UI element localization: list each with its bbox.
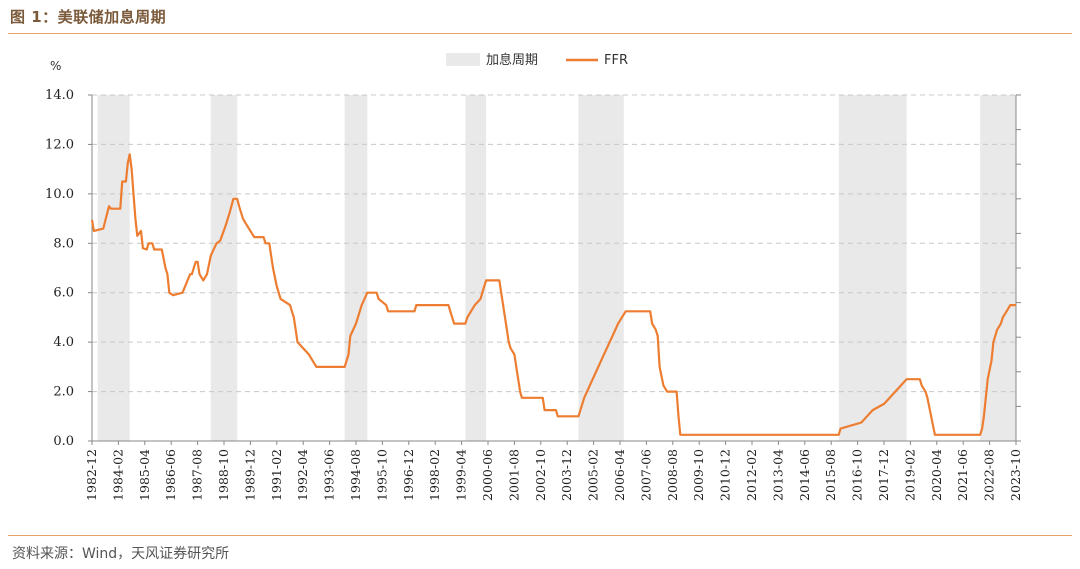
x-tick-label: 2016-10 xyxy=(850,449,865,501)
x-tick-label: 2002-10 xyxy=(533,449,548,501)
x-tick-label: 2003-12 xyxy=(559,449,574,501)
legend-label-rate-hike: 加息周期 xyxy=(486,52,538,68)
x-tick-label: 2000-06 xyxy=(480,449,495,501)
x-tick-label: 1999-04 xyxy=(454,449,469,501)
x-tick-label: 1995-10 xyxy=(374,449,389,501)
x-tick-label: 2021-06 xyxy=(955,449,970,501)
x-tick-label: 1982-12 xyxy=(84,449,99,501)
x-tick-label: 1989-12 xyxy=(242,449,257,501)
x-tick-label: 1998-02 xyxy=(427,449,442,501)
shaded-period-3 xyxy=(344,95,368,441)
shaded-period-5 xyxy=(578,95,624,441)
x-tick-label: 2005-02 xyxy=(586,449,601,501)
x-tick-label: 2009-10 xyxy=(691,449,706,501)
shaded-period-7 xyxy=(980,95,1016,441)
shaded-period-2 xyxy=(210,95,238,441)
shaded-period-1 xyxy=(97,95,130,441)
y-tick-label: 10.0 xyxy=(45,187,74,202)
x-tick-label: 2008-08 xyxy=(665,449,680,501)
x-tick-label: 2013-04 xyxy=(770,449,785,501)
y-tick-label: 12.0 xyxy=(45,137,74,152)
x-tick-label: 1987-08 xyxy=(190,449,205,501)
source-note: 资料来源：Wind，天风证券研究所 xyxy=(12,546,230,562)
x-tick-label: 2020-04 xyxy=(929,449,944,501)
legend-swatch-rate-hike xyxy=(446,53,480,66)
shaded-period-6 xyxy=(838,95,907,441)
x-tick-label: 1994-08 xyxy=(348,449,363,501)
x-tick-label: 1988-10 xyxy=(216,449,231,501)
x-tick-label: 2001-08 xyxy=(506,449,521,501)
x-tick-label: 2017-12 xyxy=(876,449,891,501)
x-tick-label: 1991-02 xyxy=(269,449,284,501)
x-tick-label: 2007-06 xyxy=(638,449,653,501)
x-tick-label: 1992-04 xyxy=(295,449,310,501)
x-tick-label: 1985-04 xyxy=(137,449,152,501)
y-tick-label: 8.0 xyxy=(53,236,74,251)
x-tick-label: 2015-08 xyxy=(823,449,838,501)
x-tick-label: 2019-02 xyxy=(902,449,917,501)
x-tick-label: 2023-10 xyxy=(1008,449,1023,501)
ffr-series-line xyxy=(90,153,1016,436)
y-unit-label: % xyxy=(50,59,61,73)
figure-title: 图 1：美联储加息周期 xyxy=(10,8,167,26)
x-tick-label: 2006-04 xyxy=(612,449,627,501)
y-tick-label: 14.0 xyxy=(45,88,74,103)
legend-label-ffr: FFR xyxy=(604,53,628,68)
x-tick-label: 2022-08 xyxy=(982,449,997,501)
y-tick-label: 0.0 xyxy=(53,434,74,449)
y-tick-label: 2.0 xyxy=(53,385,74,400)
x-tick-label: 1996-12 xyxy=(401,449,416,501)
shaded-period-4 xyxy=(465,95,487,441)
x-tick-label: 2010-12 xyxy=(718,449,733,501)
x-tick-label: 1984-02 xyxy=(110,449,125,501)
x-tick-label: 1993-06 xyxy=(322,449,337,501)
x-tick-label: 2012-02 xyxy=(744,449,759,501)
x-tick-label: 1986-06 xyxy=(163,449,178,501)
y-tick-label: 6.0 xyxy=(53,286,74,301)
bottom-divider xyxy=(8,535,1072,536)
y-tick-label: 4.0 xyxy=(53,335,74,350)
x-tick-label: 2014-06 xyxy=(797,449,812,501)
top-divider xyxy=(8,33,1072,34)
